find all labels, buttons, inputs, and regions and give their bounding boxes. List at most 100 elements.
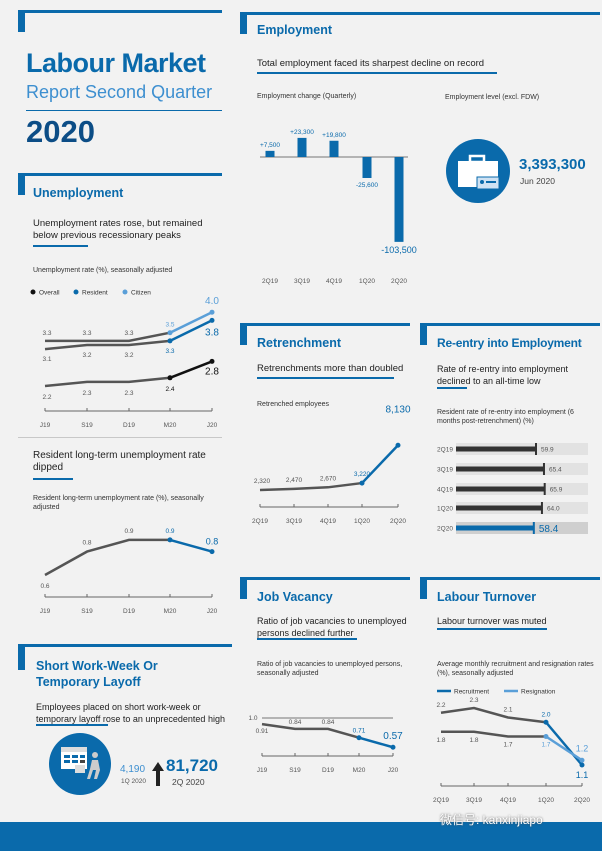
reentry-bar [456,446,536,452]
unemployment-resident-line-latest [169,319,213,343]
reentry-bar-cap [535,443,537,455]
vacancy-point [390,744,396,750]
turnover-resignation-point [579,757,585,763]
legend-label: Recruitment [454,689,489,696]
employment-level-value: 3,393,300 [519,156,586,173]
subtitle-underline [437,387,467,389]
unemployment-overall-line [44,376,171,388]
calendar-person-icon [49,733,111,795]
data-label: 0.84 [289,719,302,726]
title-divider [26,110,222,111]
employment-bar [329,140,339,157]
reentry-bar [456,525,534,531]
unemployment-resident-line [44,339,171,351]
unemployment-resident-point [209,317,215,323]
data-label: 1.7 [503,742,512,749]
employment-heading: Employment [257,23,333,37]
turnover-tick-label: 4Q19 [500,797,516,804]
shortweek-prev-value: 4,190 [120,764,146,775]
subtitle-underline [257,638,357,640]
retrenchment-tick-label: 2Q20 [390,518,406,525]
data-label: 1.7 [541,742,550,749]
retrenchment-point [359,480,365,486]
report-title: Labour Market [26,48,206,78]
reentry-bar-cap [540,502,543,514]
shortweek-heading: Short Work-Week Or Temporary Layoff [36,659,158,689]
reentry-bar-cap [532,522,535,534]
data-label: 2.3 [124,390,133,397]
data-label: 0.84 [322,719,335,726]
section-accent [18,173,25,195]
vacancy-reference-label: 1.0 [248,715,257,722]
legend-dot-resident [73,289,79,295]
retrenchment-tick-label: 1Q20 [354,518,370,525]
section-rule [18,173,222,176]
employment-bar-label: +19,800 [322,132,346,139]
employment-bar-label: +7,500 [260,142,280,149]
longterm-tick-label: M20 [164,608,177,615]
data-label: 3.8 [205,327,219,338]
employment-subtitle: Total employment faced its sharpest decl… [257,58,485,69]
section-accent [420,577,427,599]
data-label: 2.3 [469,697,478,704]
turnover-tick-label: 1Q20 [538,797,554,804]
data-label: 8,130 [385,404,410,415]
data-label: 2.8 [205,366,219,377]
data-label: 3.3 [124,330,133,337]
reentry-bar [456,466,544,472]
reentry-bar [456,505,542,511]
longterm-tick-label: D19 [123,608,135,615]
reentry-category: 4Q19 [437,487,453,494]
watermark: 微信号: kanxinjiapo [440,813,543,827]
unemployment-citizen-line [45,331,171,343]
shortweek-subtitle: Employees placed on short work-week or t… [36,702,225,724]
section-accent [240,577,247,599]
shortweek-value: 81,720 [166,756,218,775]
data-label: 1.8 [436,737,445,744]
employment-bar-label: -25,600 [356,182,378,189]
employment-bar-label: +23,300 [290,129,314,136]
subtitle-underline [437,628,547,630]
longterm-tick-label: J19 [40,608,51,615]
turnover-recruitment-line [440,706,547,724]
vacancy-tick-label: J20 [388,767,399,774]
turnover-subtitle: Labour turnover was muted [437,616,547,626]
subtitle-underline [33,245,88,247]
unemployment-citizen-line-latest [169,311,213,334]
unemployment-subtitle: Unemployment rates rose, but remained be… [33,218,203,241]
section-accent [240,323,247,345]
employment-bar [362,157,372,178]
employment-bar-label: -103,500 [381,245,417,255]
data-label: 0.57 [383,731,403,742]
employment-level-period: Jun 2020 [520,176,555,186]
turnover-resignation-line [441,730,546,738]
unemployment-tick-label: J20 [207,422,218,429]
turnover-resignation-line-latest [545,735,583,762]
employment-chart-title: Employment change (Quarterly) [257,93,357,100]
retrenchment-point [395,442,401,448]
longterm-tick-label: J20 [207,608,218,615]
report-subtitle: Report Second Quarter [26,82,213,102]
data-label: 3.3 [42,330,51,337]
unemployment-tick-label: D19 [123,422,135,429]
data-label: 1.1 [576,770,589,780]
turnover-tick-label: 2Q20 [574,797,590,804]
subtitle-underline [257,377,394,379]
briefcase-icon [446,139,510,203]
legend-label: Overall [39,290,60,297]
section-rule [423,577,600,580]
legend-dot-citizen [122,289,128,295]
reentry-value: 58.4 [539,524,559,535]
section-rule [243,12,600,15]
data-label: 3.5 [165,322,174,329]
reentry-chart-title: Resident rate of re-entry into employmen… [437,409,574,425]
data-label: 1.8 [469,737,478,744]
employment-tick-label: 2Q19 [262,278,278,285]
longterm-heading: Resident long-term unemployment rate dip… [33,450,206,473]
retrenchment-tick-label: 3Q19 [286,518,302,525]
unemployment-tick-label: J19 [40,422,51,429]
subtitle-underline [36,724,108,726]
retrenchment-tick-label: 2Q19 [252,518,268,525]
unemployment-tick-label: M20 [164,422,177,429]
vacancy-tick-label: S19 [289,767,301,774]
